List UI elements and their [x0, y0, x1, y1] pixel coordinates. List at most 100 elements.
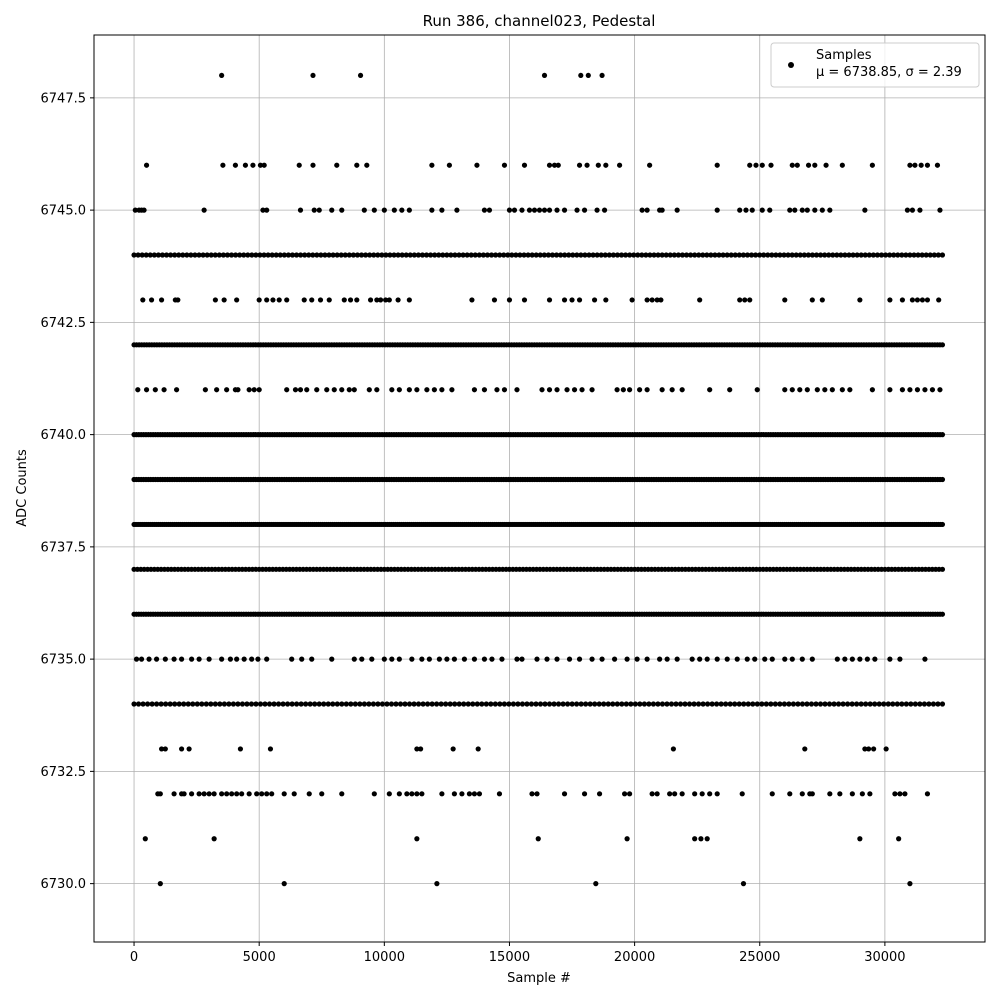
data-point	[206, 791, 212, 797]
data-point	[769, 656, 775, 662]
data-point	[310, 72, 316, 79]
data-point	[339, 791, 345, 797]
data-point	[637, 387, 643, 393]
data-point	[212, 297, 218, 303]
data-point	[226, 701, 232, 707]
data-point	[510, 701, 517, 707]
data-point	[773, 252, 779, 258]
data-point	[831, 701, 837, 707]
data-point	[789, 162, 795, 168]
data-point	[409, 791, 415, 797]
data-point	[765, 252, 771, 258]
data-point	[162, 746, 168, 752]
x-tick-label: 5000	[243, 950, 276, 965]
data-point	[647, 162, 653, 168]
data-point	[813, 701, 819, 707]
data-point	[131, 701, 137, 707]
data-point	[637, 701, 643, 707]
data-point	[306, 252, 312, 258]
data-point	[826, 701, 833, 707]
data-point	[289, 656, 295, 662]
data-point	[785, 252, 791, 258]
data-point	[347, 297, 354, 303]
data-point	[594, 252, 600, 258]
data-point	[787, 207, 793, 213]
data-point	[506, 701, 512, 707]
data-point	[214, 387, 220, 393]
data-point	[374, 387, 380, 393]
data-point	[414, 791, 420, 797]
data-point	[628, 701, 634, 707]
data-point	[939, 611, 946, 617]
data-point	[143, 252, 149, 258]
data-point	[740, 881, 747, 887]
data-point	[341, 297, 347, 303]
data-point	[584, 162, 590, 168]
data-point	[348, 701, 354, 707]
data-point	[566, 656, 573, 662]
data-point	[589, 656, 595, 662]
data-point	[927, 252, 933, 258]
data-point	[264, 207, 270, 213]
data-point	[737, 207, 743, 213]
data-point	[464, 252, 470, 258]
data-point	[621, 791, 628, 797]
data-point	[281, 881, 287, 887]
data-point	[135, 252, 141, 258]
data-point	[750, 701, 756, 707]
data-point	[235, 701, 241, 707]
data-point	[599, 656, 605, 662]
data-point	[249, 252, 255, 258]
data-point	[574, 252, 580, 258]
data-point	[324, 387, 330, 393]
data-point	[359, 656, 365, 662]
data-point	[555, 701, 562, 707]
data-point	[188, 252, 194, 258]
data-point	[789, 387, 795, 393]
data-point	[379, 701, 386, 707]
data-point	[419, 791, 425, 797]
data-point	[257, 252, 263, 258]
data-point	[935, 252, 941, 258]
data-point	[374, 297, 380, 303]
data-point	[406, 387, 412, 393]
data-point	[284, 297, 290, 303]
data-point	[489, 656, 495, 662]
data-point	[526, 207, 533, 213]
data-point	[285, 252, 292, 258]
data-point	[438, 701, 444, 707]
data-point	[897, 656, 903, 662]
data-point	[554, 207, 560, 213]
data-point	[546, 162, 553, 168]
data-point	[579, 387, 585, 393]
data-point	[689, 656, 695, 662]
data-point	[761, 252, 767, 258]
data-point	[399, 207, 405, 213]
data-point	[389, 387, 395, 393]
data-point	[583, 701, 589, 707]
data-point	[829, 387, 835, 393]
data-point	[175, 297, 181, 303]
data-point	[727, 701, 733, 707]
data-point	[292, 387, 299, 393]
data-point	[786, 701, 792, 707]
data-point	[217, 701, 223, 707]
data-point	[424, 387, 430, 393]
data-point	[804, 207, 810, 213]
data-point	[754, 701, 760, 707]
data-point	[741, 701, 747, 707]
data-point	[367, 252, 373, 258]
data-point	[838, 252, 844, 258]
data-point	[759, 701, 765, 707]
data-point	[131, 252, 137, 258]
data-point	[594, 207, 600, 213]
data-point	[212, 252, 218, 258]
data-point	[897, 791, 903, 797]
data-point	[506, 207, 513, 213]
data-point	[907, 387, 913, 393]
data-point	[171, 791, 177, 797]
data-point	[627, 252, 633, 258]
data-point	[138, 656, 145, 662]
data-point	[298, 701, 304, 707]
data-point	[537, 252, 543, 258]
